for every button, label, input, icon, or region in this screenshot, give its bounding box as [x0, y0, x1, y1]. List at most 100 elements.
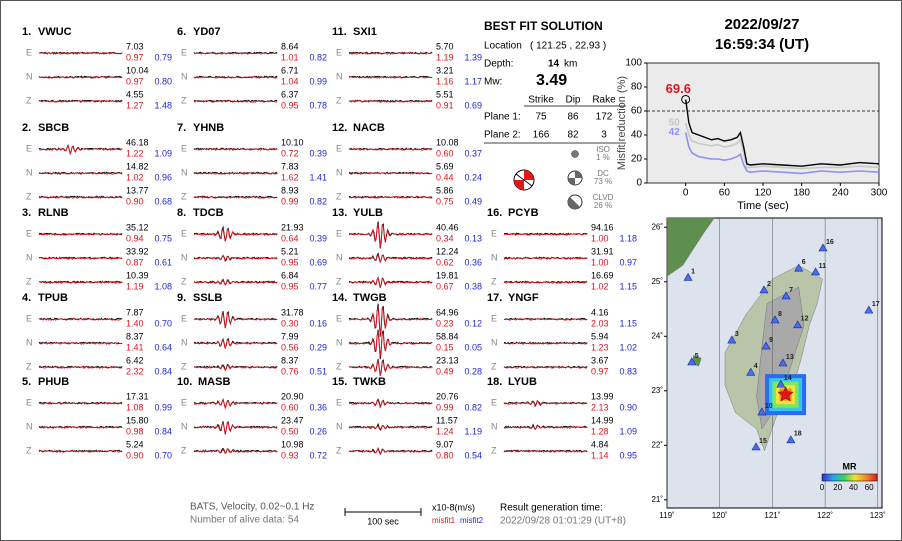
plane-value: 3: [601, 130, 607, 141]
misfit1: 0.50: [281, 426, 299, 436]
component: E: [181, 228, 187, 238]
annotation: 50: [669, 118, 681, 129]
station-marker: [683, 272, 693, 281]
component: E: [336, 397, 342, 407]
station-name: MASB: [198, 376, 230, 388]
alive-count: Number of alive data: 54: [190, 515, 299, 526]
component: Z: [336, 95, 342, 105]
misfit1: 1.04: [281, 76, 299, 86]
x-tick-label: 240: [832, 188, 849, 199]
component: N: [491, 337, 498, 347]
station-id: 16.: [487, 207, 502, 219]
station-number: 15: [759, 438, 767, 445]
misfit2: 0.36: [309, 402, 327, 412]
station-id: 5.: [22, 376, 31, 388]
misfit1: 0.87: [126, 257, 144, 267]
solution: BEST FIT SOLUTION Location ( 121.25 , 22…: [484, 19, 626, 210]
station-marker: [757, 407, 767, 416]
waveform-synthetic: [193, 279, 278, 286]
misfit1: 1.62: [281, 172, 299, 182]
colorbar-tick: 0: [820, 483, 825, 492]
amplitude: 8.64: [281, 41, 299, 51]
misfit2: 1.39: [464, 52, 482, 62]
amplitude: 5.70: [436, 41, 454, 51]
misfit2: 0.77: [309, 281, 327, 291]
amplitude: 12.24: [436, 246, 459, 256]
amplitude: 58.84: [436, 331, 459, 341]
station-id: 4.: [22, 292, 31, 304]
misfit2: 1.15: [619, 318, 637, 328]
waveform-synthetic: [38, 281, 123, 284]
amplitude: 21.93: [281, 222, 304, 232]
station-name: SBCB: [38, 122, 69, 134]
colorbar-tick: 60: [865, 483, 874, 492]
amplitude: 8.93: [281, 185, 299, 195]
misfit2: 0.79: [154, 52, 172, 62]
waveform-synthetic: [348, 195, 433, 199]
amplitude: 5.94: [591, 331, 609, 341]
station-marker: [786, 435, 796, 444]
station-name: RLNB: [38, 207, 69, 219]
station-name: PCYB: [508, 207, 539, 219]
amplitude: 19.81: [436, 270, 459, 280]
component: N: [26, 421, 33, 431]
component: N: [336, 337, 343, 347]
amplitude: 15.80: [126, 415, 149, 425]
misfit2: 1.19: [464, 426, 482, 436]
annotation: 69.6: [666, 81, 691, 96]
misfit1: 0.80: [436, 450, 454, 460]
misfit2: 0.90: [619, 402, 637, 412]
waveform-synthetic: [348, 424, 433, 430]
station-number: 12: [801, 316, 809, 323]
y-axis-label: Misfit reduction (%): [616, 76, 628, 170]
station-name: LYUB: [508, 376, 537, 388]
misfit1: 0.90: [126, 450, 144, 460]
component: Z: [26, 191, 32, 201]
waveform-synthetic: [193, 421, 278, 434]
component: Z: [336, 276, 342, 286]
waveform-synthetic: [503, 366, 588, 369]
colorbar-title: MR: [843, 461, 857, 471]
colorbar-tick: 20: [833, 483, 842, 492]
misfit2: 1.15: [619, 281, 637, 291]
lon-label: 123˚: [870, 511, 886, 520]
amplitude: 13.99: [591, 391, 614, 401]
misfit1: 0.76: [281, 366, 299, 376]
iso-icon: [571, 150, 579, 158]
misfit1: 0.99: [281, 196, 299, 206]
misfit1: 0.30: [281, 318, 299, 328]
waveform-synthetic: [193, 254, 278, 262]
amplitude: 9.07: [436, 439, 454, 449]
misfit-chart: 0 20 40 60 80 100 0 60 120 180 240 300 Time (sec) Mis…: [616, 58, 888, 212]
misfit2: 0.39: [309, 233, 327, 243]
amplitude: 10.10: [281, 137, 304, 147]
station-marker: [751, 442, 761, 451]
station: 10. MASB E 20.900.60 0.36 N 23.470.50 0.26 Z 10.9…: [177, 376, 327, 460]
result-label: Result generation time:: [500, 503, 603, 514]
waveform-synthetic: [38, 171, 123, 175]
component: E: [491, 313, 497, 323]
colorbar-tick: 40: [849, 483, 858, 492]
waveform-synthetic: [38, 450, 123, 453]
misfit1: 0.23: [436, 318, 454, 328]
misfit2: 1.02: [619, 342, 637, 352]
station-id: 8.: [177, 207, 186, 219]
station-name: SSLB: [193, 292, 222, 304]
component: Z: [26, 445, 32, 455]
station-name: NACB: [353, 122, 385, 134]
mw: 3.49: [536, 72, 567, 89]
station: 18. LYUB E 13.992.13 0.90 N 14.991.28 1.09 Z 4.84…: [487, 376, 637, 460]
x-tick-label: 0: [683, 188, 689, 199]
station-number: 3: [735, 331, 739, 338]
y-tick-label: 0: [636, 178, 642, 189]
station-name: YNGF: [508, 292, 539, 304]
x-tick-label: 180: [793, 188, 810, 199]
component: N: [181, 337, 188, 347]
amplitude: 94.16: [591, 222, 614, 232]
component: N: [181, 71, 188, 81]
misfit2: 0.99: [309, 76, 327, 86]
waveform-synthetic: [503, 233, 588, 236]
waveform-synthetic: [38, 426, 123, 429]
